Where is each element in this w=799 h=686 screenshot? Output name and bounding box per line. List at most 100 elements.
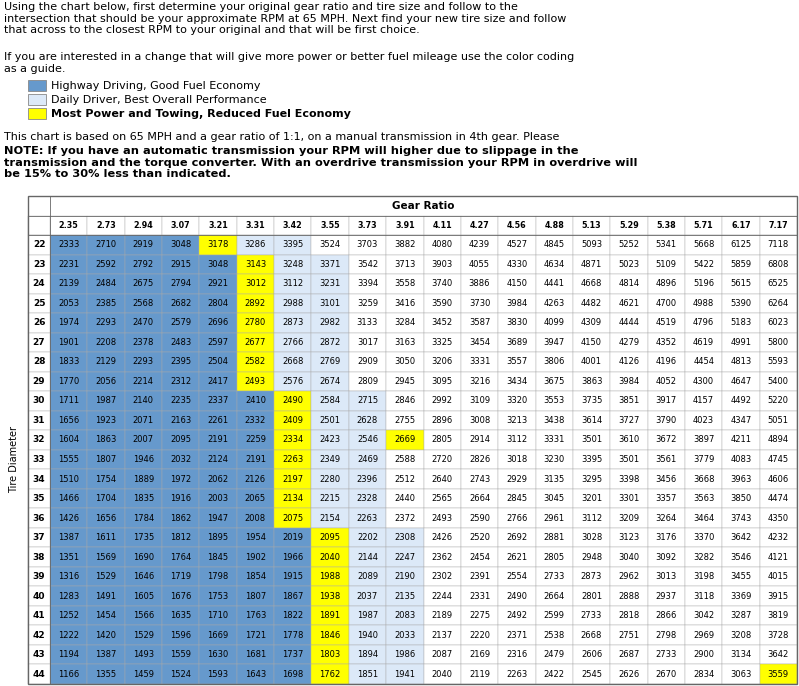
Bar: [423, 333, 461, 352]
Text: 2988: 2988: [282, 299, 304, 308]
Bar: [535, 567, 573, 587]
Text: 3028: 3028: [581, 533, 602, 542]
Bar: [648, 626, 685, 645]
Text: 2053: 2053: [58, 299, 79, 308]
Text: 6023: 6023: [768, 318, 789, 327]
Text: 2197: 2197: [282, 475, 304, 484]
Text: 1710: 1710: [208, 611, 229, 620]
Text: 2033: 2033: [394, 630, 415, 640]
Text: 1493: 1493: [133, 650, 154, 659]
Text: 1862: 1862: [170, 514, 191, 523]
Text: 1635: 1635: [170, 611, 191, 620]
Bar: [50, 255, 87, 274]
Text: 5.13: 5.13: [582, 221, 602, 230]
Bar: [760, 547, 797, 567]
Bar: [461, 294, 499, 313]
Bar: [760, 430, 797, 450]
Bar: [461, 587, 499, 606]
Bar: [28, 430, 50, 450]
Text: 3112: 3112: [282, 279, 304, 288]
Bar: [349, 645, 386, 665]
Text: 2062: 2062: [208, 475, 229, 484]
Bar: [237, 626, 274, 645]
Text: 2247: 2247: [394, 553, 415, 562]
Text: 2568: 2568: [133, 299, 154, 308]
Bar: [125, 255, 162, 274]
Bar: [274, 528, 312, 547]
Bar: [200, 215, 237, 235]
Text: 3331: 3331: [543, 436, 565, 445]
Bar: [685, 333, 722, 352]
Bar: [423, 450, 461, 469]
Bar: [312, 626, 349, 645]
Bar: [200, 567, 237, 587]
Text: 3610: 3610: [618, 436, 639, 445]
Bar: [760, 333, 797, 352]
Text: 2075: 2075: [282, 514, 304, 523]
Bar: [535, 294, 573, 313]
Text: 2845: 2845: [507, 494, 527, 503]
Bar: [610, 313, 648, 333]
Text: 3198: 3198: [693, 572, 714, 581]
Bar: [573, 294, 610, 313]
Text: 3045: 3045: [543, 494, 565, 503]
Bar: [499, 645, 535, 665]
Text: 1941: 1941: [395, 670, 415, 678]
Text: 4894: 4894: [768, 436, 789, 445]
Bar: [237, 547, 274, 567]
Bar: [573, 372, 610, 391]
Bar: [162, 469, 200, 489]
Text: 1559: 1559: [170, 650, 191, 659]
Text: NOTE: If you have an automatic transmission your RPM will higher due to slippage: NOTE: If you have an automatic transmiss…: [4, 146, 638, 179]
Bar: [722, 665, 760, 684]
Bar: [648, 508, 685, 528]
Bar: [386, 430, 423, 450]
Text: 2696: 2696: [208, 318, 229, 327]
Text: 3284: 3284: [394, 318, 415, 327]
Bar: [722, 626, 760, 645]
Text: 6.17: 6.17: [731, 221, 751, 230]
Bar: [499, 294, 535, 313]
Bar: [461, 645, 499, 665]
Text: 40: 40: [33, 591, 46, 601]
Text: 4099: 4099: [544, 318, 565, 327]
Bar: [648, 547, 685, 567]
Text: 4350: 4350: [768, 514, 789, 523]
Text: 4621: 4621: [618, 299, 639, 308]
Text: 1954: 1954: [245, 533, 266, 542]
Text: 1894: 1894: [357, 650, 378, 659]
Bar: [274, 372, 312, 391]
Text: 1510: 1510: [58, 475, 79, 484]
Text: 2834: 2834: [693, 670, 714, 678]
Text: 3395: 3395: [282, 240, 304, 249]
Text: 3048: 3048: [208, 260, 229, 269]
Text: 3.42: 3.42: [283, 221, 303, 230]
Text: 2426: 2426: [431, 533, 453, 542]
Bar: [535, 215, 573, 235]
Text: 3740: 3740: [431, 279, 453, 288]
Bar: [349, 587, 386, 606]
Text: 2231: 2231: [58, 260, 79, 269]
Bar: [274, 626, 312, 645]
Bar: [349, 411, 386, 430]
Bar: [274, 606, 312, 626]
Bar: [28, 626, 50, 645]
Bar: [760, 391, 797, 411]
Text: 2479: 2479: [543, 650, 565, 659]
Text: 2490: 2490: [507, 591, 527, 601]
Bar: [461, 372, 499, 391]
Text: 2119: 2119: [469, 670, 490, 678]
Text: 3395: 3395: [581, 455, 602, 464]
Bar: [274, 665, 312, 684]
Text: 2755: 2755: [394, 416, 415, 425]
Bar: [312, 255, 349, 274]
Text: 3133: 3133: [357, 318, 378, 327]
Bar: [50, 294, 87, 313]
Bar: [760, 274, 797, 294]
Text: 1529: 1529: [133, 630, 154, 640]
Text: 4150: 4150: [581, 338, 602, 347]
Bar: [162, 645, 200, 665]
Bar: [499, 528, 535, 547]
Text: 2129: 2129: [96, 357, 117, 366]
Text: 1387: 1387: [95, 650, 117, 659]
